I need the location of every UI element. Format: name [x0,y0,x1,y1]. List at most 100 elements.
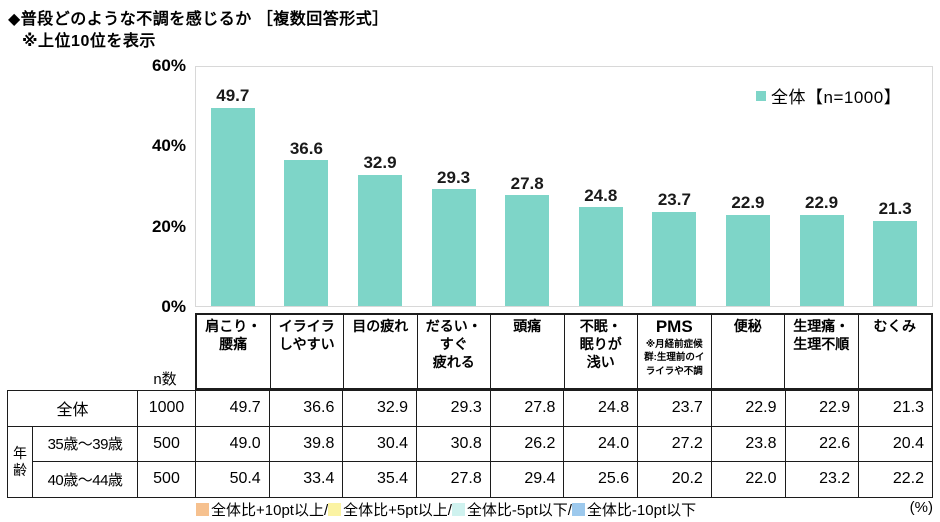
value-cell: 22.9 [784,390,860,427]
bar [578,207,623,306]
table-row: 年齢 35歳〜39歳 500 49.0 39.8 30.4 30.8 26.2 24.0 27.2… [7,425,933,498]
bar-column: 49.7 [196,67,270,306]
n-count-cell: 1000 [137,390,197,427]
value-cell: 20.2 [637,461,712,498]
bar-column: 36.6 [270,67,344,306]
value-cell: 30.4 [342,425,418,462]
bar-value-label: 21.3 [878,199,912,219]
value-cell: 25.6 [563,461,639,498]
legend-item: 全体比-5pt以下/ [451,499,572,520]
bar [505,195,550,306]
bar [431,189,476,306]
bar [210,108,255,306]
category-label: むくみ [873,318,917,334]
bar [873,221,918,306]
percent-unit-label: (%) [909,499,933,516]
value-cell: 32.9 [342,390,418,427]
value-cell: 49.7 [195,390,270,427]
category-label: 肩こり・ 腰痛 [205,318,262,352]
value-cell: 36.6 [268,390,344,427]
bar-value-label: 49.7 [216,86,250,106]
legend-item: 全体比-10pt以下 [571,499,697,520]
bar-value-label: 22.9 [805,193,839,213]
legend-item-label: 全体比-10pt以下 [586,502,697,519]
n-count-cell: 500 [137,461,197,498]
y-axis-tick: 60% [151,56,186,75]
row-label: 40歳〜44歳 [31,461,139,498]
value-cell: 35.4 [342,461,418,498]
n-count-header: n数 [153,371,177,388]
row-label: 35歳〜39歳 [31,425,139,462]
value-cell: 21.3 [858,390,933,427]
results-table: 全体 1000 49.7 36.6 32.9 29.3 27.8 24.8 23.7 22.9 22… [6,390,933,498]
bar-series: 49.7 36.6 32.9 29.3 27.8 24.8 23.7 22.9 22.9 21.3 [196,67,932,306]
legend-color-swatch [451,503,465,516]
legend-color-swatch [196,503,209,516]
category-label: 生理痛・ 生理不順 [793,318,850,352]
value-cell: 49.0 [195,425,270,462]
value-cell: 20.4 [858,425,933,462]
value-cell: 27.8 [416,461,491,498]
bar-column: 24.8 [564,67,638,306]
category-label: PMS [655,317,693,336]
category-label: 便秘 [733,318,762,334]
page-subtitle: ※上位10位を表示 [22,33,156,50]
category-cell: イライラ しやすい [271,315,344,388]
row-group-label: 年齢 [7,425,33,498]
bar-column: 23.7 [638,67,712,306]
value-cell: 24.0 [563,425,639,462]
value-cell: 23.8 [710,425,786,462]
n-count-cell: 500 [137,425,197,462]
value-cell: 26.2 [489,425,565,462]
category-cell: 目の疲れ [344,315,418,388]
legend-item-label: 全体比+5pt以上/ [343,502,452,519]
category-cell: だるい・ すぐ 疲れる [418,315,491,388]
legend-item-label: 全体比-5pt以下/ [466,502,572,519]
category-label: だるい・ すぐ 疲れる [425,318,482,370]
category-label: 不眠・ 眠りが 浅い [579,318,622,370]
comparison-color-legend: 全体比+10pt以上/全体比+5pt以上/全体比-5pt以下/全体比-10pt以… [196,499,696,520]
table-row: 40歳〜44歳 500 50.4 33.4 35.4 27.8 29.4 25.6 20.2 22… [8,461,933,498]
chart-legend: 全体【n=1000】 [756,83,901,108]
bar-value-label: 32.9 [363,153,397,173]
category-cell: むくみ [859,315,932,388]
chart-legend-label: 全体【n=1000】 [771,88,902,107]
value-cell: 23.7 [637,390,712,427]
category-note: ※月経前症候群:生理前のイライラや不調 [644,338,705,378]
value-cell: 23.2 [784,461,860,498]
bar-column: 29.3 [417,67,491,306]
table-row: 全体 1000 49.7 36.6 32.9 29.3 27.8 24.8 23.7 22.9 22… [6,390,933,427]
value-cell: 22.0 [710,461,786,498]
bar-value-label: 36.6 [289,138,323,158]
bar-value-label: 22.9 [731,193,765,213]
value-cell: 29.4 [489,461,565,498]
category-label: イライラ しやすい [278,318,335,352]
value-cell: 22.9 [710,390,786,427]
category-cell: 便秘 [712,315,785,388]
bar-value-label: 23.7 [657,189,691,209]
category-label: 頭痛 [513,318,542,334]
bar-column: 27.8 [490,67,564,306]
value-cell: 22.2 [858,461,933,498]
value-cell: 22.6 [784,425,860,462]
legend-swatch-overall [756,90,766,101]
category-cell: 肩こり・ 腰痛 [197,315,271,388]
legend-item-label: 全体比+10pt以上/ [211,502,329,519]
category-cell: 生理痛・ 生理不順 [785,315,859,388]
value-cell: 30.8 [416,425,491,462]
y-axis-tick: 0% [161,297,186,316]
bar [725,214,770,306]
bar [799,214,844,306]
value-cell: 33.4 [268,461,344,498]
value-cell: 29.3 [416,390,491,427]
category-header-row: 肩こり・ 腰痛 イライラ しやすい 目の疲れ だるい・ すぐ 疲れる 頭痛 不眠・ 眠りが… [195,313,933,390]
bar-value-label: 29.3 [437,167,471,187]
value-cell: 39.8 [268,425,344,462]
category-cell: 不眠・ 眠りが 浅い [565,315,638,388]
row-label: 全体 [6,390,139,427]
bar [357,174,402,306]
category-cell: PMS ※月経前症候群:生理前のイライラや不調 [638,315,712,388]
value-cell: 50.4 [195,461,270,498]
category-label: 目の疲れ [352,318,409,334]
